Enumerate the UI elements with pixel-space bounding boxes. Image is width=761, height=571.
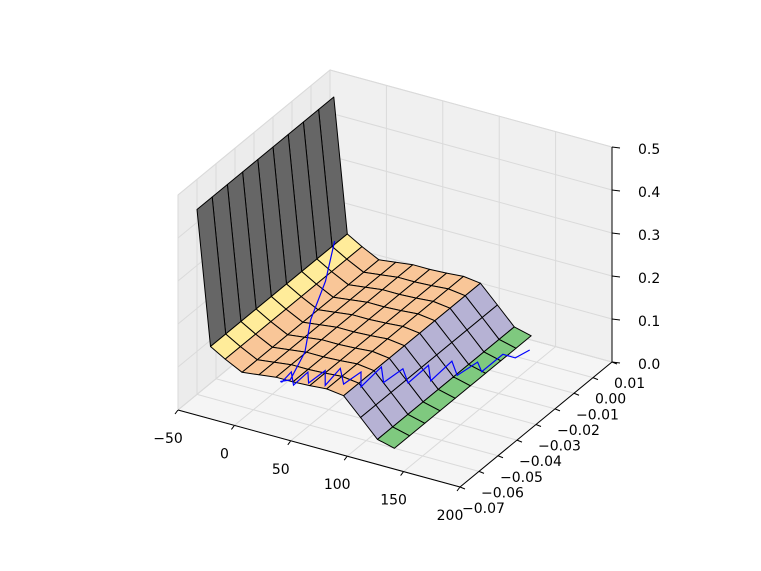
- y-tick: [535, 424, 542, 427]
- x-tick: [287, 440, 292, 446]
- z-tick: [611, 189, 621, 192]
- y-axis-line: [459, 361, 613, 488]
- y-tick-label: 0.00: [595, 392, 626, 408]
- line: [280, 240, 530, 389]
- z-tick: [611, 275, 621, 278]
- y-tick: [478, 470, 485, 474]
- grid-line: [177, 69, 331, 196]
- z-tick-label: 0.1: [638, 314, 660, 330]
- x-tick-label: 200: [437, 508, 464, 524]
- grid-line: [196, 393, 480, 472]
- x-axis-line: [177, 409, 461, 488]
- x-tick: [343, 455, 348, 461]
- y-tick-label: −0.05: [500, 470, 543, 486]
- z-tick: [611, 146, 621, 149]
- z-tick-label: 0.3: [638, 228, 660, 244]
- x-tick: [400, 471, 405, 476]
- x-tick-label: 150: [380, 493, 407, 509]
- x-tick-label: 0: [220, 446, 229, 462]
- z-tick-label: 0.0: [638, 357, 660, 373]
- y-tick-label: 0.01: [614, 376, 645, 392]
- y-tick-label: −0.01: [576, 407, 619, 423]
- y-tick: [554, 408, 561, 412]
- x-tick: [456, 486, 461, 492]
- x-tick: [174, 409, 179, 415]
- grid-line: [329, 69, 613, 148]
- grid-line: [329, 155, 613, 234]
- y-tick: [459, 486, 466, 490]
- z-tick-label: 0.4: [638, 185, 660, 201]
- grid-line: [329, 112, 613, 191]
- y-tick: [592, 377, 599, 381]
- y-tick-label: −0.07: [462, 501, 505, 517]
- x-tick-label: 50: [272, 462, 290, 478]
- grid-line: [215, 378, 499, 457]
- y-tick: [516, 439, 523, 443]
- z-tick: [611, 318, 621, 321]
- grid-line: [329, 198, 613, 277]
- y-tick: [573, 392, 580, 396]
- x-tick: [230, 425, 235, 430]
- y-tick-label: −0.03: [538, 439, 581, 455]
- z-tick: [611, 232, 621, 235]
- z-tick-label: 0.5: [638, 142, 660, 158]
- x-tick-label: −50: [153, 431, 183, 447]
- y-tick-label: −0.04: [519, 454, 562, 470]
- z-tick-label: 0.2: [638, 271, 660, 287]
- surface-face: [377, 426, 411, 449]
- y-tick-label: −0.02: [557, 423, 600, 439]
- y-tick-label: −0.06: [481, 485, 524, 501]
- y-tick: [497, 455, 504, 459]
- z-tick: [611, 361, 621, 364]
- x-tick-label: 100: [324, 477, 351, 493]
